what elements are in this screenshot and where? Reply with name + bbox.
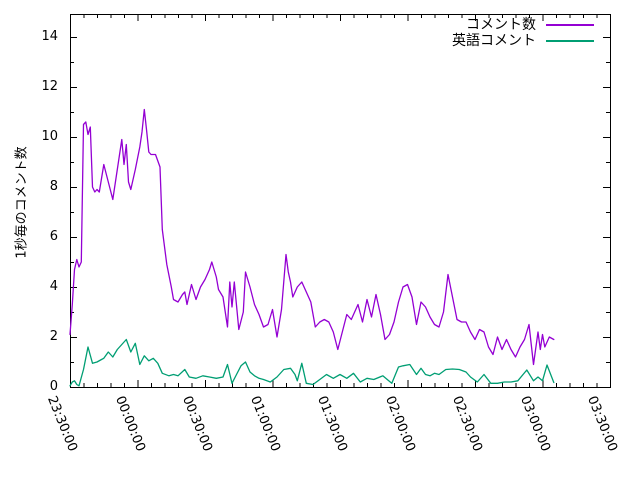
legend-line-sample-comments	[546, 24, 594, 26]
legend-item-comments: コメント数	[452, 17, 594, 33]
y-tick-label: 10	[41, 129, 58, 144]
legend-line-sample-english-comments	[546, 40, 594, 42]
y-tick-label: 14	[41, 29, 58, 44]
series-line-english-comments	[69, 338, 555, 387]
legend-label-english-comments: 英語コメント	[452, 33, 536, 49]
y-tick-label: 12	[41, 79, 58, 94]
legend-item-english-comments: 英語コメント	[452, 33, 594, 49]
y-tick-label: 6	[49, 229, 58, 244]
legend: コメント数 英語コメント	[452, 17, 594, 49]
y-tick-label: 0	[49, 379, 58, 394]
y-axis-title: 1秒毎のコメント数	[14, 146, 30, 259]
y-tick-label: 2	[49, 329, 58, 344]
y-tick-label: 8	[49, 179, 58, 194]
series-line-comments	[69, 108, 555, 366]
y-tick-label: 4	[49, 279, 58, 294]
legend-label-comments: コメント数	[466, 17, 536, 33]
axis-ticks	[70, 14, 611, 388]
